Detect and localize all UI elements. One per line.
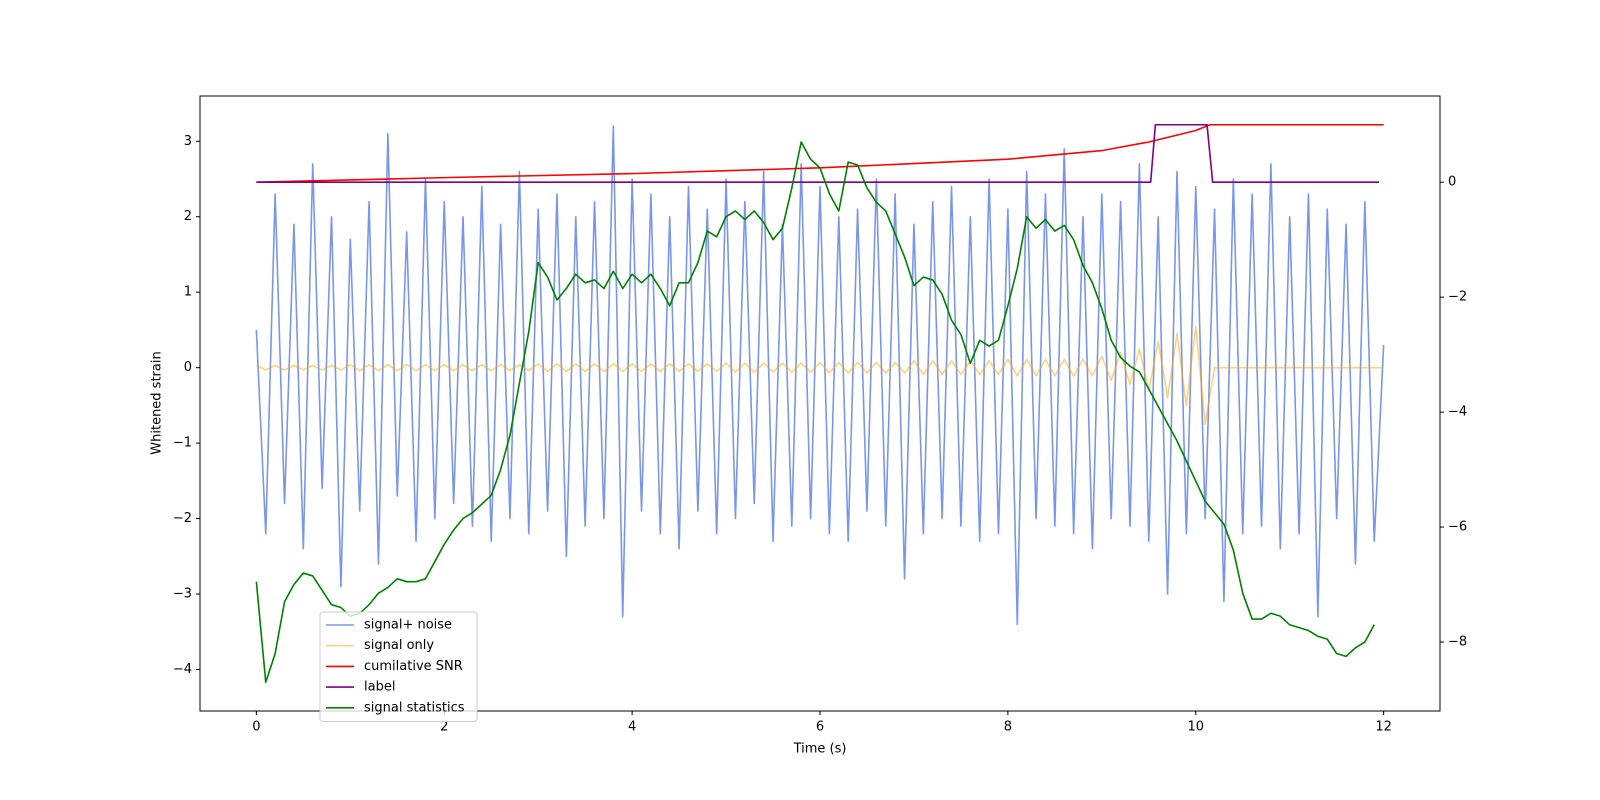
legend-label: cumilative SNR [364,659,463,674]
legend-label: signal+ noise [364,618,452,633]
x-tick-label: 2 [440,720,448,735]
y-tick-label: −1 [173,436,192,451]
y2-tick-label: −2 [1448,290,1467,305]
x-tick-label: 4 [628,720,636,735]
y2-tick-label: −8 [1448,635,1467,650]
legend-box [319,611,478,722]
series-line [256,325,1384,426]
series-line [255,141,1375,684]
y-tick-label: 0 [184,360,192,375]
y-axis-label: Whitened strain [150,351,165,454]
legend-label: signal only [364,638,434,653]
x-axis-label: Time (s) [793,742,847,757]
legend-label: label [364,680,395,695]
y-tick-label: −4 [173,662,192,677]
x-tick-label: 10 [1187,720,1204,735]
x-tick-label: 0 [252,720,260,735]
series-line [255,125,1385,626]
series-line [256,123,1384,184]
y-tick-label: 1 [184,285,192,300]
y-tick-label: 3 [184,134,192,149]
y2-tick-label: −4 [1448,405,1467,420]
series-line [256,123,1379,184]
x-tick-label: 12 [1375,720,1392,735]
y-tick-label: −2 [173,511,192,526]
y2-tick-label: −6 [1448,520,1467,535]
y-tick-label: −3 [173,587,192,602]
x-tick-label: 6 [816,720,824,735]
y-tick-label: 2 [184,209,192,224]
legend-label: signal statistics [364,700,465,715]
y2-tick-label: 0 [1448,175,1456,190]
x-tick-label: 8 [1004,720,1012,735]
